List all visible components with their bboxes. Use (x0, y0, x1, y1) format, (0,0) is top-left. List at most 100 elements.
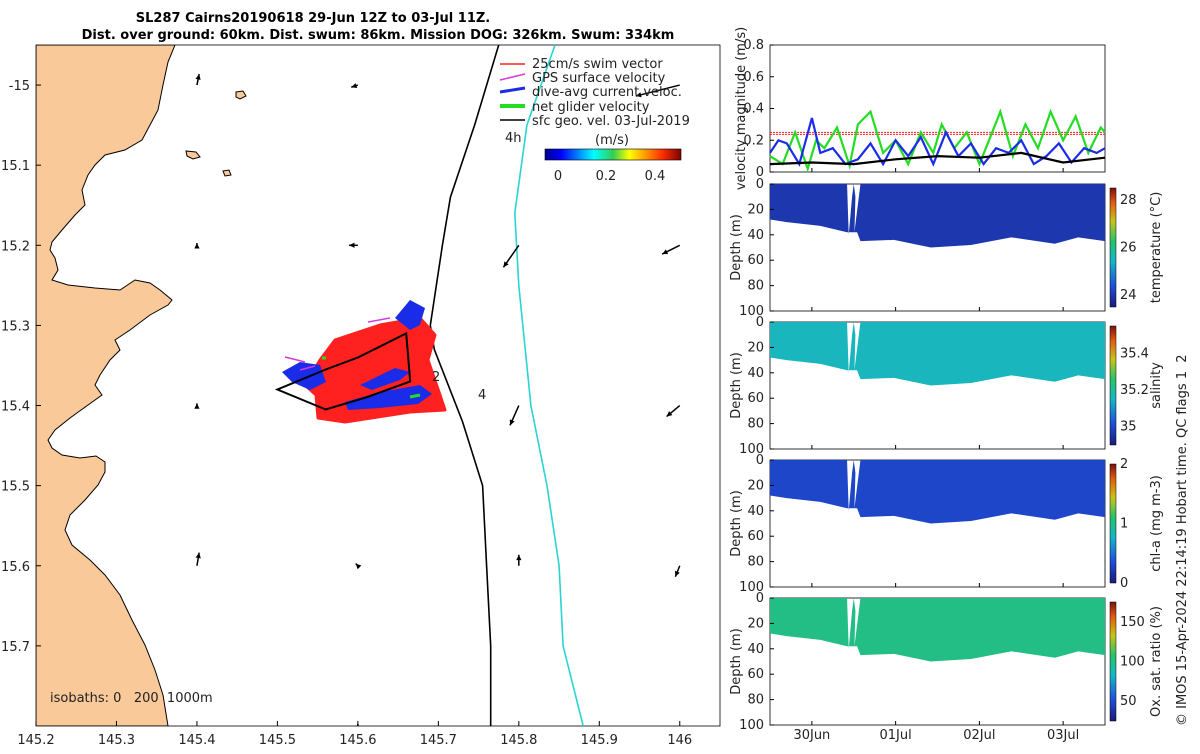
section-1-y-ticklabel-3: 60 (747, 391, 764, 406)
section-3-cbar-ticklabel-0: 50 (1120, 694, 1137, 709)
map-x-ticklabel-8: 146 (667, 733, 692, 748)
isobath-legend-text: isobaths: 0 200 1000m (50, 691, 213, 706)
contour-label-4: 4 (478, 388, 486, 403)
section-3-colorbar (1109, 601, 1117, 722)
map-x-ticklabel-6: 145.8 (500, 733, 537, 748)
velocity-ylabel: velocity magnitude (m/s) (734, 27, 749, 190)
section-0-y-ticklabel-2: 40 (747, 228, 764, 243)
legend-swatch-gps (499, 73, 526, 81)
section-3-ylabel: Depth (m) (729, 628, 744, 695)
title-line-1: SL287 Cairns20190618 29-Jun 12Z to 03-Ju… (136, 11, 490, 26)
map-y-ticks: -15 15.1 15.2 15.3 15.4 15.5 15.6 15.7 (1, 79, 41, 655)
section-1-cbar-ticklabel-1: 35.2 (1120, 383, 1149, 398)
section-1-ylabel: Depth (m) (729, 352, 744, 419)
sfc-vector-head-1 (351, 83, 358, 89)
section-panel-2: 0 20 40 60 80 100 Depth (m) 0 1 2 chl-a (mg m-3) (729, 453, 1164, 595)
swim-vector-cloud (274, 300, 447, 424)
isobath-200m (429, 45, 500, 726)
section-3-y-ticklabel-0: 0 (756, 591, 764, 606)
dive-current-vectors-mid (360, 368, 410, 390)
island-3 (222, 169, 232, 177)
map-legend: 25cm/s swim vector GPS surface velocity … (499, 57, 690, 184)
section-0-ylabel: Depth (m) (729, 214, 744, 281)
dive-current-vectors-east (395, 300, 425, 330)
section-x-ticklabel-3: 03Jul (1047, 728, 1079, 743)
map-y-ticklabel-3: 15.3 (1, 319, 30, 334)
section-2-cbar-label: chl-a (mg m-3) (1149, 475, 1164, 572)
section-2-y-ticklabel-3: 60 (747, 529, 764, 544)
section-field-3 (770, 598, 1105, 662)
sfc-vector-head-10 (195, 552, 201, 559)
section-3-cbar-ticklabel-2: 150 (1120, 615, 1145, 630)
legend-label-gps: GPS surface velocity (532, 71, 666, 86)
map-colorbar (544, 148, 682, 161)
section-field-0 (770, 184, 1105, 248)
section-0-cbar-ticklabel-2: 28 (1120, 193, 1137, 208)
section-2-ylabel: Depth (m) (729, 490, 744, 557)
section-2-cbar-ticklabel-1: 1 (1120, 517, 1128, 532)
section-2-y-ticklabel-1: 20 (747, 478, 764, 493)
section-0-colorbar (1109, 187, 1117, 308)
section-2-y-ticklabel-0: 0 (756, 453, 764, 468)
colorbar-tick-2: 0.4 (645, 169, 666, 184)
section-field-1 (770, 322, 1105, 386)
section-3-y-ticklabel-4: 80 (747, 693, 764, 708)
map-x-ticklabel-3: 145.5 (259, 733, 296, 748)
sfc-vector-2 (635, 84, 680, 97)
sfc-vector-head-9 (666, 411, 673, 417)
section-3-y-ticklabel-3: 60 (747, 667, 764, 682)
map-y-ticklabel-7: 15.7 (1, 640, 30, 655)
island-1 (235, 90, 247, 100)
velocity-y-ticklabel-1: 0.2 (743, 133, 764, 148)
section-1-cbar-ticklabel-0: 35 (1120, 420, 1137, 435)
net-glider-velocity (322, 356, 421, 399)
sfc-vector-head-2 (635, 92, 642, 98)
isobath-1000m (513, 45, 584, 726)
section-0-cbar-label: temperature (°C) (1149, 192, 1164, 304)
gps-surface-vectors (284, 317, 391, 371)
section-panel-3: 0 20 40 60 80 100 Depth (m) 50 100 150 Ox. sat. ra… (729, 591, 1164, 743)
map-y-ticklabel-0: -15 (9, 79, 30, 94)
section-1-y-ticklabel-0: 0 (756, 315, 764, 330)
legend-label-sfc: sfc geo. vel. 03-Jul-2019 (532, 114, 690, 129)
sfc-vector-head-7 (194, 403, 200, 409)
section-3-cbar-ticklabel-1: 100 (1120, 655, 1145, 670)
section-1-y-ticklabel-2: 40 (747, 366, 764, 381)
section-1-cbar-label: salinity (1149, 362, 1164, 409)
map-y-ticklabel-1: 15.1 (1, 159, 30, 174)
map-x-ticks: 145.2 145.3 145.4 145.5 145.6 145.7 145.8 145.9… (17, 721, 692, 748)
section-0-cbar-ticklabel-1: 26 (1120, 241, 1137, 256)
section-x-ticklabel-2: 02Jul (963, 728, 995, 743)
legend-swatch-dive (499, 86, 526, 94)
sfc-vector-head-5 (503, 261, 509, 268)
section-2-y-ticklabel-4: 80 (747, 555, 764, 570)
section-0-y-ticklabel-4: 80 (747, 279, 764, 294)
surface-vectors (194, 73, 681, 726)
map-x-ticklabel-0: 145.2 (17, 733, 54, 748)
sfc-vector-head-8 (509, 419, 515, 426)
section-3-y-ticklabel-2: 40 (747, 642, 764, 657)
map-y-ticklabel-4: 15.4 (1, 400, 30, 415)
map-x-ticklabel-5: 145.7 (420, 733, 457, 748)
sfc-vector-head-12 (516, 554, 522, 561)
velocity-y-ticklabel-2: 0.4 (743, 102, 764, 117)
section-1-y-ticklabel-5: 100 (739, 442, 764, 457)
section-x-ticklabel-0: 30Jun (793, 728, 830, 743)
legend-label-swim: 25cm/s swim vector (532, 57, 663, 72)
section-field-2 (770, 460, 1105, 524)
map-x-ticklabel-4: 145.6 (339, 733, 376, 748)
legend-label-dive: dive-avg current veloc. (532, 85, 682, 100)
sfc-vector-head-0 (195, 74, 201, 80)
section-1-colorbar (1109, 325, 1117, 446)
velocity-y-ticklabel-3: 0.6 (743, 70, 764, 85)
section-2-cbar-ticklabel-2: 2 (1120, 457, 1128, 472)
contour-label-2: 2 (432, 370, 440, 385)
section-x-ticklabel-1: 01Jul (880, 728, 912, 743)
velocity-y-ticklabel-0: 0 (756, 165, 764, 180)
section-1-y-ticklabel-4: 80 (747, 417, 764, 432)
colorbar-tick-1: 0.2 (596, 169, 617, 184)
contour-label-4h: 4h (505, 131, 522, 146)
map-y-ticklabel-5: 15.5 (1, 480, 30, 495)
sfc-vector-head-13 (674, 570, 680, 577)
map-y-ticklabel-2: 15.2 (1, 239, 30, 254)
